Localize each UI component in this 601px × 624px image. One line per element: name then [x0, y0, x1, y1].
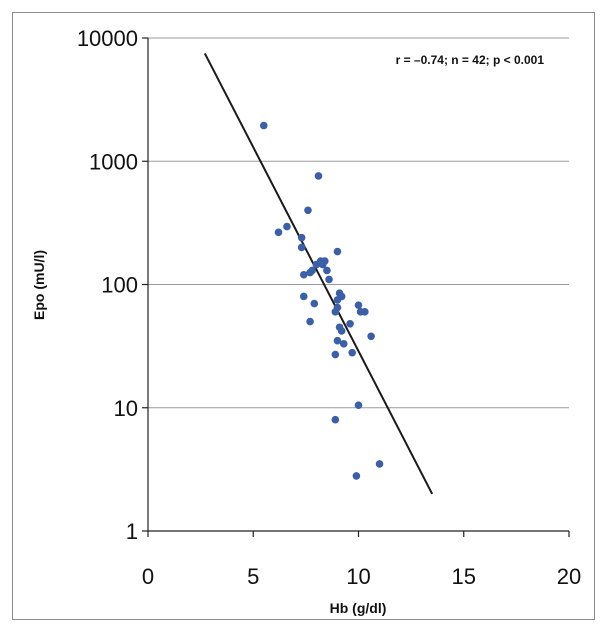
data-point — [331, 350, 340, 359]
data-point — [308, 266, 316, 275]
data-point — [339, 340, 348, 348]
y-axis-title: Epo (mU/l) — [31, 250, 47, 320]
data-point — [354, 401, 363, 409]
data-point — [337, 327, 346, 335]
x-tick-label-15: 15 — [452, 564, 476, 589]
x-tick-labels: 0 5 10 15 20 — [142, 564, 581, 589]
data-point — [259, 121, 268, 130]
data-point — [274, 228, 283, 237]
data-point — [283, 222, 291, 231]
y-tick-label-10000: 10000 — [77, 26, 138, 51]
data-point — [331, 415, 340, 424]
x-axis-title: Hb (g/dl) — [330, 600, 387, 616]
data-point — [299, 270, 308, 279]
data-point — [333, 303, 342, 312]
data-point — [337, 292, 346, 301]
y-tick-label-1000: 1000 — [89, 149, 138, 174]
data-point — [354, 301, 363, 309]
data-point — [333, 336, 342, 345]
x-tick-label-20: 20 — [557, 564, 581, 589]
x-tick-label-10: 10 — [346, 564, 370, 589]
data-point — [325, 275, 333, 284]
data-point — [310, 299, 319, 308]
data-point — [333, 247, 342, 256]
stats-annotation: r = –0.74; n = 42; p < 0.001 — [396, 53, 545, 67]
data-point — [299, 292, 308, 301]
y-tick-labels: 1 10 100 1000 10000 — [77, 26, 138, 544]
data-point — [297, 243, 306, 252]
data-point — [346, 319, 354, 328]
data-point — [361, 308, 369, 316]
data-point — [367, 332, 375, 341]
chart-frame — [12, 12, 595, 620]
data-points — [259, 121, 384, 480]
y-tick-label-100: 100 — [101, 273, 138, 298]
data-point — [297, 233, 306, 242]
x-tick-label-0: 0 — [142, 564, 154, 589]
data-point — [348, 348, 356, 357]
data-point — [321, 257, 329, 265]
data-point — [304, 206, 312, 215]
data-point — [352, 472, 361, 480]
y-tick-label-1: 1 — [126, 519, 138, 544]
y-tick-label-10: 10 — [114, 396, 138, 421]
data-point — [375, 460, 384, 468]
data-point — [306, 317, 314, 326]
axes — [142, 37, 570, 537]
trendline — [203, 52, 434, 495]
x-tick-label-5: 5 — [247, 564, 259, 589]
data-point — [314, 172, 323, 180]
data-point — [323, 266, 331, 275]
